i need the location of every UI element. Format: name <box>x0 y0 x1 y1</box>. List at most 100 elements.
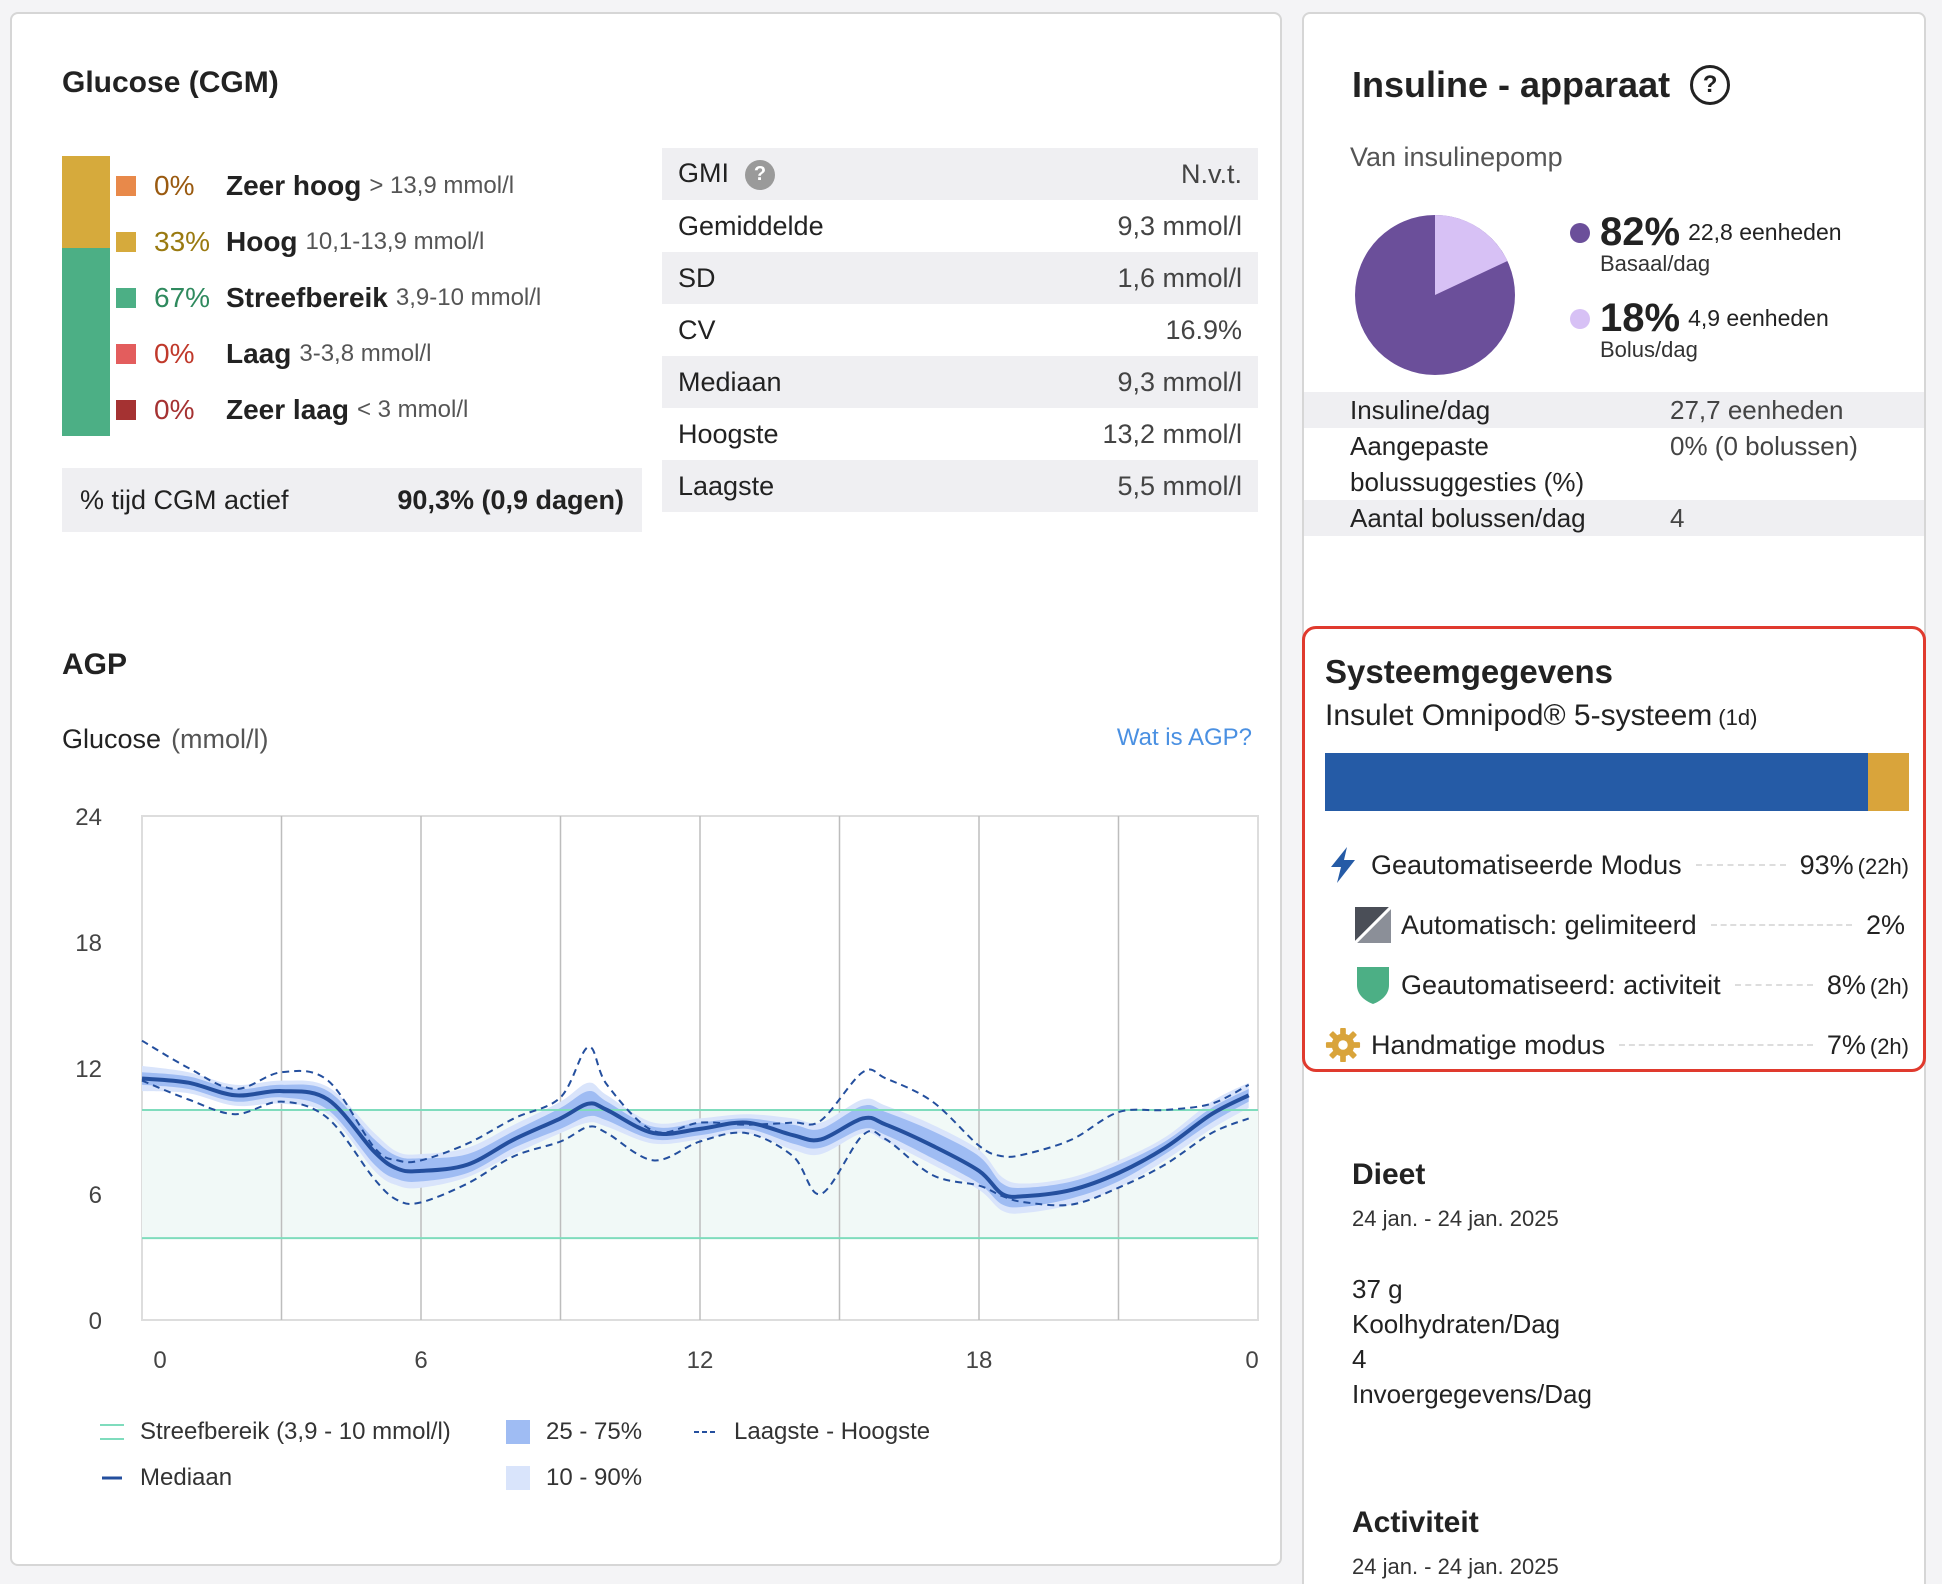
insulin-row-value: 0% (0 bolussen) <box>1670 431 1858 461</box>
legend-bolus: 18% 4,9 eenheden Bolus/dag <box>1570 296 1829 363</box>
insulin-row-label: Aantal bolussen/dag <box>1350 503 1586 533</box>
target-swatch <box>116 288 136 308</box>
very-low-range: < 3 mmol/l <box>356 396 469 423</box>
system-title: Systeemgegevens <box>1325 653 1613 690</box>
insulin-pie-chart <box>1355 215 1515 375</box>
insulin-table: Insuline/dag 27,7 eenheden Aangepaste bo… <box>1304 392 1924 536</box>
mode-label: Automatisch: gelimiteerd <box>1401 909 1697 940</box>
bolus-dot <box>1570 308 1590 329</box>
stat-label: CV <box>678 314 716 345</box>
very-high-range: > 13,9 mmol/l <box>369 172 515 199</box>
what-is-agp-link[interactable]: Wat is AGP? <box>1116 724 1252 751</box>
mode-duration: (2h) <box>1869 1033 1909 1059</box>
stat-row-sd: SD 1,6 mmol/l <box>662 252 1258 304</box>
insulin-row-label: Aangepaste bolussuggesties (%) <box>1350 431 1585 497</box>
high-name: Hoog <box>226 226 298 257</box>
x-tick-label: 0 <box>1245 1347 1258 1374</box>
stat-label: Mediaan <box>678 366 782 397</box>
cgm-active-label: % tijd CGM actief <box>80 484 289 515</box>
stat-row-highest: Hoogste 13,2 mmol/l <box>662 408 1258 460</box>
bolus-pct: 18% <box>1600 296 1681 340</box>
legend-minmax-label: Laagste - Hoogste <box>734 1418 931 1445</box>
mode-value: 8% (2h) <box>1827 970 1909 1001</box>
tir-row-target: 67% Streefbereik 3,9-10 mmol/l <box>116 280 541 316</box>
stat-value: 1,6 mmol/l <box>1117 262 1242 293</box>
mode-pct: 93% <box>1799 849 1854 880</box>
diet-date: 24 jan. - 24 jan. 2025 <box>1352 1206 1559 1231</box>
basal-dot <box>1570 222 1590 243</box>
mode-distribution-bar <box>1325 753 1909 811</box>
mode-row-activity: Geautomatiseerd: activiteit 8% (2h) <box>1355 965 1909 1005</box>
legend-minmax: Laagste - Hoogste <box>694 1418 930 1446</box>
tir-bar-high <box>62 156 110 248</box>
stat-value: 9,3 mmol/l <box>1117 210 1242 241</box>
x-tick-label: 0 <box>153 1347 166 1374</box>
bolus-units: 4,9 eenheden <box>1688 305 1829 331</box>
y-tick-label: 0 <box>89 1308 102 1335</box>
insulin-title: Insuline - apparaat <box>1352 64 1671 105</box>
insulin-row-value: 27,7 eenheden <box>1670 395 1844 425</box>
high-range: 10,1-13,9 mmol/l <box>305 228 485 255</box>
basal-pct: 82% <box>1600 210 1681 254</box>
low-range: 3-3,8 mmol/l <box>299 340 432 367</box>
stat-value: 13,2 mmol/l <box>1102 418 1242 449</box>
stat-row-lowest: Laagste 5,5 mmol/l <box>662 460 1258 512</box>
target-name: Streefbereik <box>226 282 388 313</box>
tir-row-high: 33% Hoog 10,1-13,9 mmol/l <box>116 224 484 260</box>
diet-title: Dieet <box>1352 1158 1426 1191</box>
insulin-panel: Insuline - apparaat ? Van insulinepomp 8… <box>1302 12 1926 1584</box>
median-line <box>141 1076 1250 1199</box>
help-icon[interactable]: ? <box>1690 65 1731 105</box>
stat-row-mean: Gemiddelde 9,3 mmol/l <box>662 200 1258 252</box>
very-high-pct: 0% <box>154 170 195 201</box>
y-tick-label: 6 <box>89 1182 102 1209</box>
glucose-panel: Glucose (CGM) 0% Zeer hoog > 13,9 mmol/l… <box>10 12 1282 1566</box>
legend-median-label: Mediaan <box>140 1464 233 1491</box>
gmi-help-icon[interactable]: ? <box>745 159 775 190</box>
mode-duration: (2h) <box>1869 973 1909 999</box>
low-name: Laag <box>226 338 292 369</box>
stat-label: GMI <box>678 158 729 189</box>
basal-units: 22,8 eenheden <box>1688 219 1842 245</box>
high-swatch <box>116 232 136 252</box>
x-tick-label: 18 <box>966 1347 993 1374</box>
target-range: 3,9-10 mmol/l <box>395 284 542 311</box>
system-device-name: Insulet Omnipod® 5-systeem <box>1325 699 1713 732</box>
stat-label: Hoogste <box>678 418 779 449</box>
agp-axis-title: Glucose (mmol/l) <box>62 724 269 755</box>
low-pct: 0% <box>154 338 195 369</box>
very-low-name: Zeer laag <box>226 394 349 425</box>
automated-mode-segment <box>1325 753 1869 811</box>
target-range-legend-icon <box>100 1424 124 1440</box>
insulin-title-row: Insuline - apparaat ? <box>1352 64 1731 106</box>
very-low-swatch <box>116 400 136 420</box>
mode-label: Handmatige modus <box>1371 1029 1606 1060</box>
green-shield-icon <box>1355 967 1391 1004</box>
basal-label: Basaal/dag <box>1600 251 1711 276</box>
mode-pct: 7% <box>1826 1029 1866 1060</box>
x-tick-label: 6 <box>414 1347 427 1374</box>
entries-value: 4 <box>1352 1344 1367 1374</box>
diet-values: 37 g Koolhydraten/Dag 4 Invoergegevens/D… <box>1352 1272 1592 1412</box>
leader-line <box>1734 984 1813 986</box>
very-high-swatch <box>116 176 136 196</box>
mode-duration: (22h) <box>1857 853 1909 879</box>
mode-row-manual: Handmatige modus 7% (2h) <box>1325 1025 1909 1065</box>
leader-line <box>1710 924 1852 926</box>
y-tick-label: 18 <box>75 930 102 957</box>
stat-row-median: Mediaan 9,3 mmol/l <box>662 356 1258 408</box>
legend-basal: 82% 22,8 eenheden Basaal/dag <box>1570 210 1842 277</box>
gear-icon <box>1325 1027 1361 1063</box>
lightning-bolt-icon <box>1325 847 1361 883</box>
stat-label: Gemiddelde <box>678 210 824 241</box>
stat-row-gmi: GMI? N.v.t. <box>662 148 1258 200</box>
median-legend-icon <box>102 1476 122 1480</box>
glucose-stats-table: GMI? N.v.t. Gemiddelde 9,3 mmol/l SD 1,6… <box>662 148 1258 512</box>
mode-row-automated: Geautomatiseerde Modus 93% (22h) <box>1325 845 1909 885</box>
legend-target: Streefbereik (3,9 - 10 mmol/l) <box>100 1418 451 1446</box>
tir-bar-target <box>62 248 110 436</box>
leader-line <box>1695 864 1786 866</box>
system-device: Insulet Omnipod® 5-systeem (1d) <box>1325 699 1757 733</box>
mode-label: Geautomatiseerd: activiteit <box>1401 969 1721 1000</box>
insulin-row-label: Insuline/dag <box>1350 395 1491 425</box>
